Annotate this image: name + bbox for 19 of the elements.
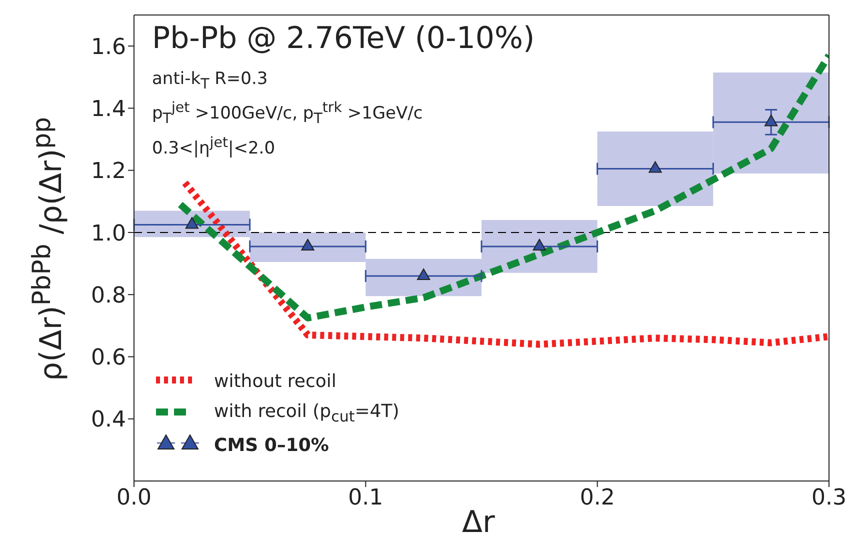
y-tick-label: 1.6 [91,34,126,60]
y-tick-label: 1.2 [91,159,126,184]
annotation: p$_{T}$$^{jet}$ >100GeV/c, p$_{T}$$^{trk}$ >1GeV/c [152,99,423,130]
x-tick-label: 0.3 [812,486,846,511]
chart-title: Pb-Pb @ 2.76TeV (0-10%) [152,21,535,56]
x-axis-title: Δr [462,505,495,540]
y-tick-label: 0.6 [91,346,126,371]
annotation: 0.3<|η$^{jet}$|<2.0 [152,134,276,162]
y-tick-label: 1.0 [91,221,126,246]
x-tick-label: 0.0 [116,486,152,511]
x-tick-label: 0.2 [580,486,615,511]
y-tick-label: 0.4 [91,408,126,433]
y-tick-label: 1.4 [91,97,126,122]
x-tick-label: 0.1 [348,486,384,511]
legend-label: CMS 0–10% [214,434,329,456]
legend-label: without recoil [214,370,336,392]
legend-label: with recoil (p$_{cut}$=4T) [214,400,400,426]
annotation: anti-k$_{T}$ R=0.3 [152,68,269,94]
y-tick-label: 0.8 [91,283,126,308]
